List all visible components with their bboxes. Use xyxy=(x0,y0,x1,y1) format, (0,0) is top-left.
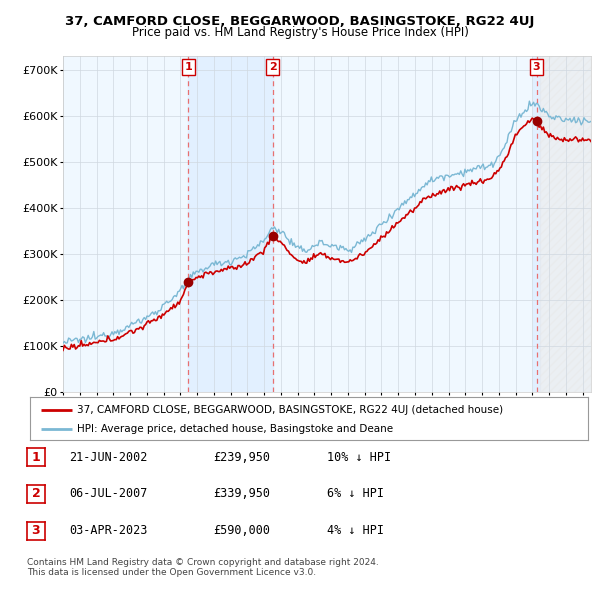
Text: 37, CAMFORD CLOSE, BEGGARWOOD, BASINGSTOKE, RG22 4UJ (detached house): 37, CAMFORD CLOSE, BEGGARWOOD, BASINGSTO… xyxy=(77,405,503,415)
Text: 03-APR-2023: 03-APR-2023 xyxy=(69,525,148,537)
Text: 3: 3 xyxy=(533,62,541,72)
Text: 21-JUN-2002: 21-JUN-2002 xyxy=(69,451,148,464)
Text: £239,950: £239,950 xyxy=(213,451,270,464)
Text: 1: 1 xyxy=(32,451,40,464)
Bar xyxy=(533,56,540,392)
Text: 3: 3 xyxy=(32,525,40,537)
Text: 2: 2 xyxy=(269,62,277,72)
Bar xyxy=(272,56,536,392)
Bar xyxy=(188,56,272,392)
Text: 06-JUL-2007: 06-JUL-2007 xyxy=(69,487,148,500)
Text: 2: 2 xyxy=(32,487,40,500)
Text: 37, CAMFORD CLOSE, BEGGARWOOD, BASINGSTOKE, RG22 4UJ: 37, CAMFORD CLOSE, BEGGARWOOD, BASINGSTO… xyxy=(65,15,535,28)
Text: Price paid vs. HM Land Registry's House Price Index (HPI): Price paid vs. HM Land Registry's House … xyxy=(131,26,469,39)
Text: 1: 1 xyxy=(184,62,192,72)
Text: £590,000: £590,000 xyxy=(213,525,270,537)
Text: £339,950: £339,950 xyxy=(213,487,270,500)
Text: 4% ↓ HPI: 4% ↓ HPI xyxy=(327,525,384,537)
Text: 6% ↓ HPI: 6% ↓ HPI xyxy=(327,487,384,500)
Bar xyxy=(540,56,591,392)
Text: Contains HM Land Registry data © Crown copyright and database right 2024.
This d: Contains HM Land Registry data © Crown c… xyxy=(27,558,379,577)
Text: 10% ↓ HPI: 10% ↓ HPI xyxy=(327,451,391,464)
Text: HPI: Average price, detached house, Basingstoke and Deane: HPI: Average price, detached house, Basi… xyxy=(77,424,394,434)
